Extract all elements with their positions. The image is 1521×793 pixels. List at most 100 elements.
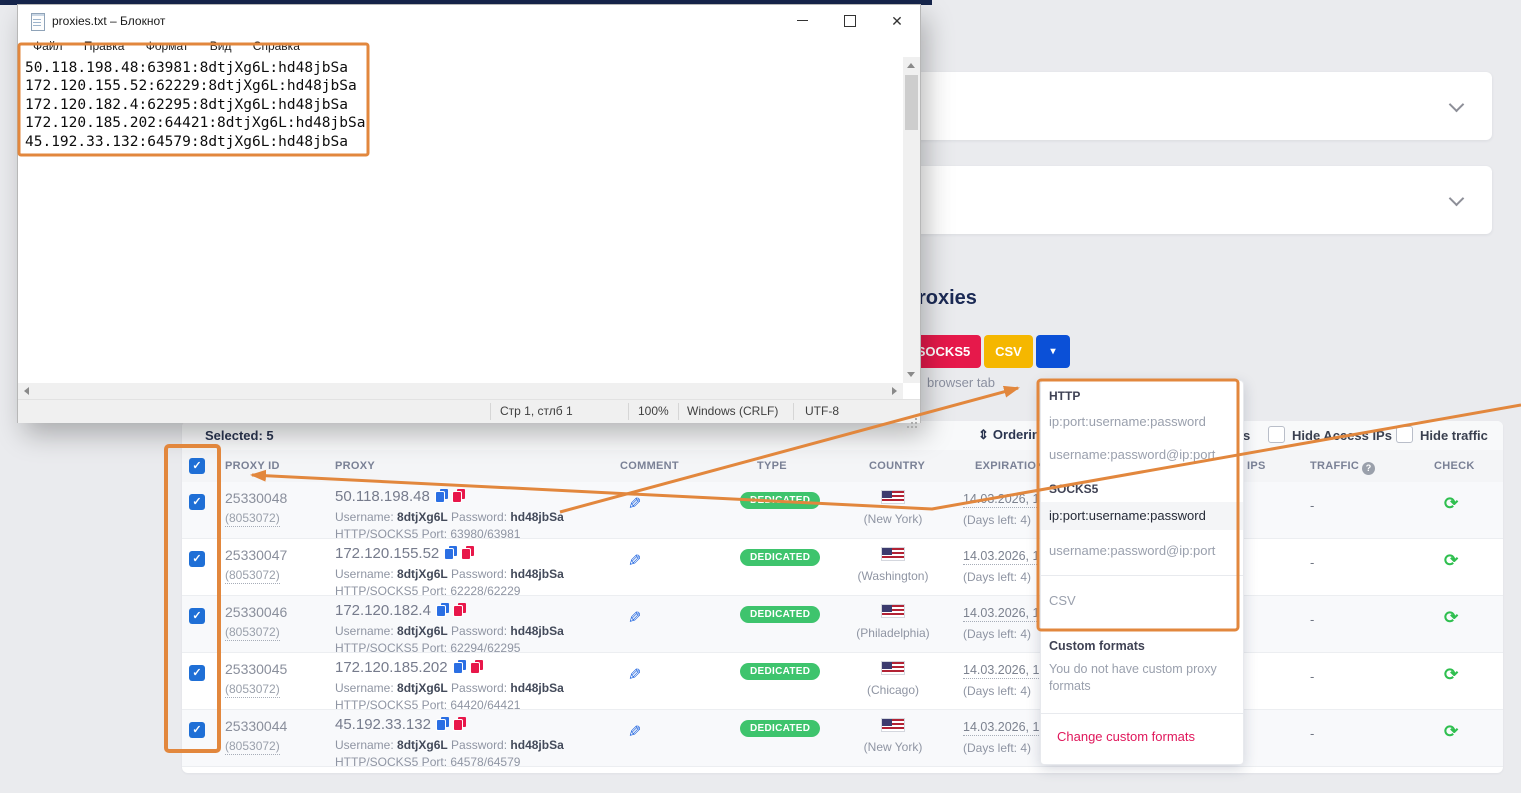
table-row: ✓ 25330045 (8053072) 172.120.185.202 Use… xyxy=(182,653,1503,712)
scroll-up-icon[interactable] xyxy=(907,63,915,68)
hidden-checkbox-label-fragment: s xyxy=(1243,428,1251,443)
refresh-icon[interactable]: ⟳ xyxy=(1444,494,1459,513)
row-checkbox[interactable]: ✓ xyxy=(189,722,205,738)
format-option[interactable]: username:password@ip:port xyxy=(1049,447,1216,462)
select-all-checkbox[interactable]: ✓ xyxy=(189,458,205,474)
format-option-selected[interactable]: ip:port:username:password xyxy=(1041,502,1243,530)
row-checkbox[interactable]: ✓ xyxy=(189,665,205,681)
notepad-titlebar[interactable]: proxies.txt – Блокнот ✕ xyxy=(18,5,920,37)
scroll-left-icon[interactable] xyxy=(24,387,29,395)
col-header-proxy-id[interactable]: PROXY ID xyxy=(225,460,280,472)
copy-icon[interactable] xyxy=(470,660,484,674)
proxy-id: 25330045 xyxy=(225,661,288,677)
copy-icon[interactable] xyxy=(445,546,458,560)
expiration-date[interactable]: 14.03.2026, 1 xyxy=(963,492,1040,508)
proxy-alt-id[interactable]: (8053072) xyxy=(225,625,280,641)
copy-icon[interactable] xyxy=(435,489,449,503)
proxy-cell: 172.120.182.4 Username: 8dtjXg6L Passwor… xyxy=(335,602,564,655)
table-header-row: ✓ PROXY ID PROXY COMMENT TYPE COUNTRY EX… xyxy=(182,450,1503,483)
browser-tab-label-fragment: browser tab xyxy=(927,375,995,390)
minimize-button[interactable] xyxy=(779,5,825,36)
copy-icon[interactable] xyxy=(462,546,475,560)
cursor-position: Стр 1, стлб 1 xyxy=(500,404,573,418)
days-left: (Days left: 4) xyxy=(963,627,1032,641)
copy-icon[interactable] xyxy=(436,603,450,617)
pencil-icon[interactable]: ✎ xyxy=(628,553,642,570)
proxy-alt-id[interactable]: (8053072) xyxy=(225,511,280,527)
hide-traffic-checkbox[interactable] xyxy=(1396,426,1413,443)
expiration-cell: 14.03.2026, 1 (Days left: 4) xyxy=(963,718,1040,755)
expiration-date[interactable]: 14.03.2026, 1 xyxy=(963,663,1040,679)
col-header-comment[interactable]: COMMENT xyxy=(620,460,679,472)
ordering-control[interactable]: ⇕ Ordering xyxy=(978,427,1048,442)
password-label: Password: xyxy=(451,681,508,695)
scrollbar-thumb[interactable] xyxy=(905,75,918,130)
type-badge: DEDICATED xyxy=(740,606,821,623)
pencil-icon[interactable]: ✎ xyxy=(628,667,642,684)
refresh-icon[interactable]: ⟳ xyxy=(1444,722,1459,741)
refresh-icon[interactable]: ⟳ xyxy=(1444,551,1459,570)
horizontal-scrollbar[interactable] xyxy=(18,383,903,399)
expiration-date[interactable]: 14.03.2026, 1 xyxy=(963,720,1040,736)
resize-grip[interactable] xyxy=(915,418,917,420)
copy-icon[interactable] xyxy=(453,717,467,731)
hide-traffic-label[interactable]: Hide traffic xyxy=(1420,428,1488,443)
pencil-icon[interactable]: ✎ xyxy=(628,724,642,741)
col-header-proxy[interactable]: PROXY xyxy=(335,460,376,472)
proxy-alt-id[interactable]: (8053072) xyxy=(225,682,280,698)
password-label: Password: xyxy=(451,567,508,581)
menu-edit[interactable]: Правка xyxy=(83,39,125,53)
proxy-alt-id[interactable]: (8053072) xyxy=(225,568,280,584)
menu-format[interactable]: Формат xyxy=(145,39,189,53)
chevron-down-icon[interactable] xyxy=(1448,190,1465,207)
scroll-right-icon[interactable] xyxy=(892,387,897,395)
country-cell: (New York) xyxy=(848,718,938,754)
maximize-icon xyxy=(844,14,856,27)
hide-access-ips-checkbox[interactable] xyxy=(1268,426,1285,443)
row-checkbox[interactable]: ✓ xyxy=(189,494,205,510)
divider xyxy=(1041,575,1243,576)
close-button[interactable]: ✕ xyxy=(874,5,920,36)
menu-view[interactable]: Вид xyxy=(209,39,232,53)
username-label: Username: xyxy=(335,681,394,695)
chevron-down-icon[interactable] xyxy=(1448,96,1465,113)
change-custom-formats-link[interactable]: Change custom formats xyxy=(1057,729,1196,744)
col-header-type[interactable]: TYPE xyxy=(757,460,787,472)
download-csv-button[interactable]: CSV xyxy=(984,335,1033,368)
copy-icon[interactable] xyxy=(436,717,450,731)
us-flag-icon xyxy=(881,604,905,618)
download-formats-dropdown-button[interactable]: ▾ xyxy=(1036,335,1070,368)
proxy-alt-id[interactable]: (8053072) xyxy=(225,739,280,755)
expiration-date[interactable]: 14.03.2026, 1 xyxy=(963,606,1040,622)
copy-icon[interactable] xyxy=(453,603,467,617)
col-header-check[interactable]: CHECK xyxy=(1434,460,1475,472)
refresh-icon[interactable]: ⟳ xyxy=(1444,608,1459,627)
format-option[interactable]: username:password@ip:port xyxy=(1049,543,1216,558)
notepad-text-area[interactable]: 50.118.198.48:63981:8dtjXg6L:hd48jbSa 17… xyxy=(25,60,366,150)
refresh-icon[interactable]: ⟳ xyxy=(1444,665,1459,684)
copy-icon[interactable] xyxy=(453,660,467,674)
pencil-icon[interactable]: ✎ xyxy=(628,496,642,513)
col-header-traffic[interactable]: TRAFFIC? xyxy=(1310,460,1376,475)
pencil-icon[interactable]: ✎ xyxy=(628,610,642,627)
row-checkbox[interactable]: ✓ xyxy=(189,608,205,624)
copy-icon[interactable] xyxy=(452,489,466,503)
menu-file[interactable]: Файл xyxy=(33,39,63,53)
check-icon: ✓ xyxy=(192,460,202,472)
vertical-scrollbar[interactable] xyxy=(903,57,920,383)
maximize-button[interactable] xyxy=(827,5,873,36)
username-value: 8dtjXg6L xyxy=(397,738,448,752)
row-checkbox[interactable]: ✓ xyxy=(189,551,205,567)
menu-help[interactable]: Справка xyxy=(252,39,300,53)
username-value: 8dtjXg6L xyxy=(397,624,448,638)
proxy-id: 25330044 xyxy=(225,718,288,734)
scroll-down-icon[interactable] xyxy=(907,372,915,377)
username-label: Username: xyxy=(335,510,394,524)
format-option[interactable]: ip:port:username:password xyxy=(1049,414,1206,429)
us-flag-icon xyxy=(881,490,905,504)
expiration-date[interactable]: 14.03.2026, 1 xyxy=(963,549,1040,565)
hide-access-ips-label[interactable]: Hide Access IPs xyxy=(1292,428,1392,443)
format-option-csv[interactable]: CSV xyxy=(1049,593,1076,608)
col-header-country[interactable]: COUNTRY xyxy=(869,460,926,472)
selected-count-label: Selected: 5 xyxy=(205,428,274,443)
